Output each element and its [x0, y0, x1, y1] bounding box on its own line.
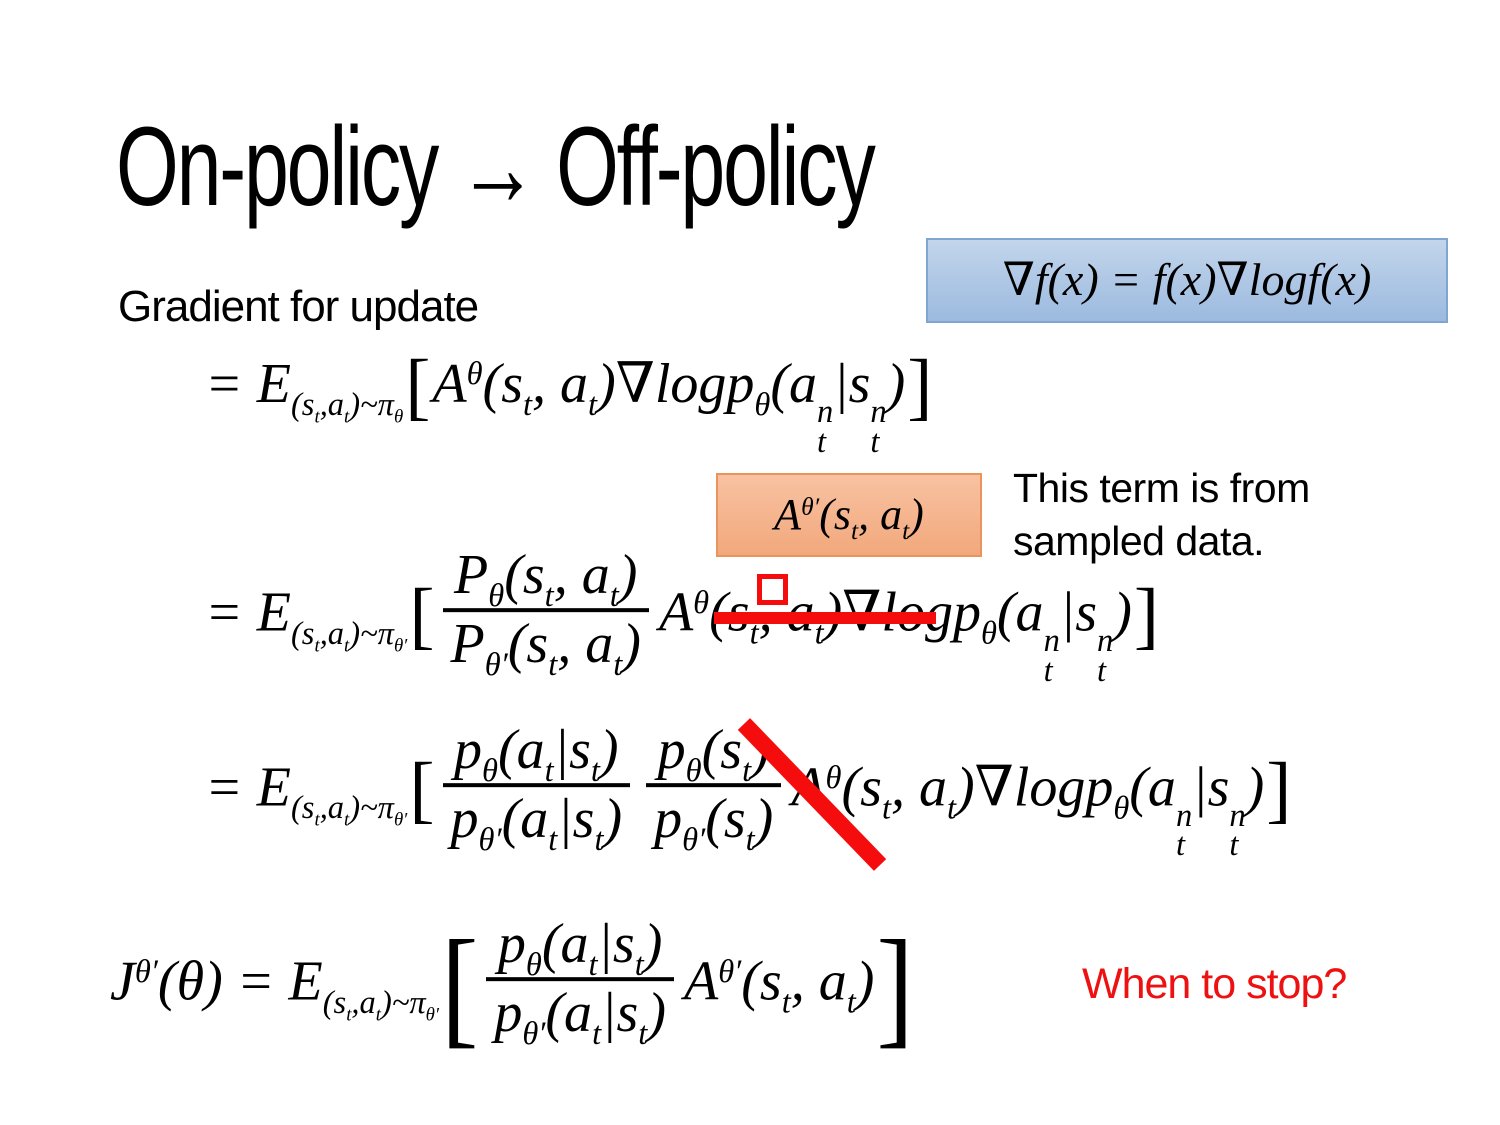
slide-title: On-policy → Off-policy — [116, 104, 876, 229]
red-strikethrough-line-annotation — [714, 612, 936, 624]
advantage-term-box: Aθ′(st, at) — [716, 473, 982, 557]
red-highlight-rect-annotation — [757, 574, 788, 605]
equation-on-policy-gradient-formula: = E(st,at)~πθ[Aθ(st, at)∇logpθ(a n t |s n t)] — [205, 345, 933, 461]
equation-off-policy-objective: Jθ′(θ) = E(st,at)~πθ′[pθ(at|st) pθ′(at|st… — [110, 912, 916, 1062]
equation-on-policy-gradient: = E(st,at)~πθ[Aθ(st, at)∇logpθ(a n t |s n t)] — [205, 345, 934, 462]
sampled-data-note-line2: sampled data. — [1013, 518, 1265, 565]
advantage-term-formula: Aθ′(st, at) — [774, 489, 924, 545]
equation-off-policy-objective-formula: Jθ′(θ) = E(st,at)~πθ′[pθ(at|st) pθ′(at|st… — [110, 913, 914, 1061]
equation-importance-sampling-states-formula: = E(st,at)~πθ′[Pθ(st, at)Pθ′(st, at)Aθ(s… — [205, 544, 1160, 689]
when-to-stop-label: When to stop? — [1082, 960, 1347, 1008]
gradient-identity-box: ∇f(x) = f(x)∇logf(x) — [926, 238, 1448, 323]
sampled-data-note-line1: This term is from — [1013, 465, 1310, 511]
equation-importance-sampling-states: = E(st,at)~πθ′[Pθ(st, at)Pθ′(st, at)Aθ(s… — [205, 544, 1161, 693]
equation-importance-sampling-factored: = E(st,at)~πθ′[pθ(at|st)pθ′(at|st)pθ(st)… — [205, 716, 1293, 874]
sampled-data-note: This term is from sampled data. — [1013, 462, 1310, 569]
gradient-for-update-label: Gradient for update — [118, 282, 479, 331]
equation-importance-sampling-factored-formula: = E(st,at)~πθ′[pθ(at|st)pθ′(at|st)pθ(st)… — [205, 718, 1292, 864]
gradient-identity-formula: ∇f(x) = f(x)∇logf(x) — [1002, 254, 1372, 306]
